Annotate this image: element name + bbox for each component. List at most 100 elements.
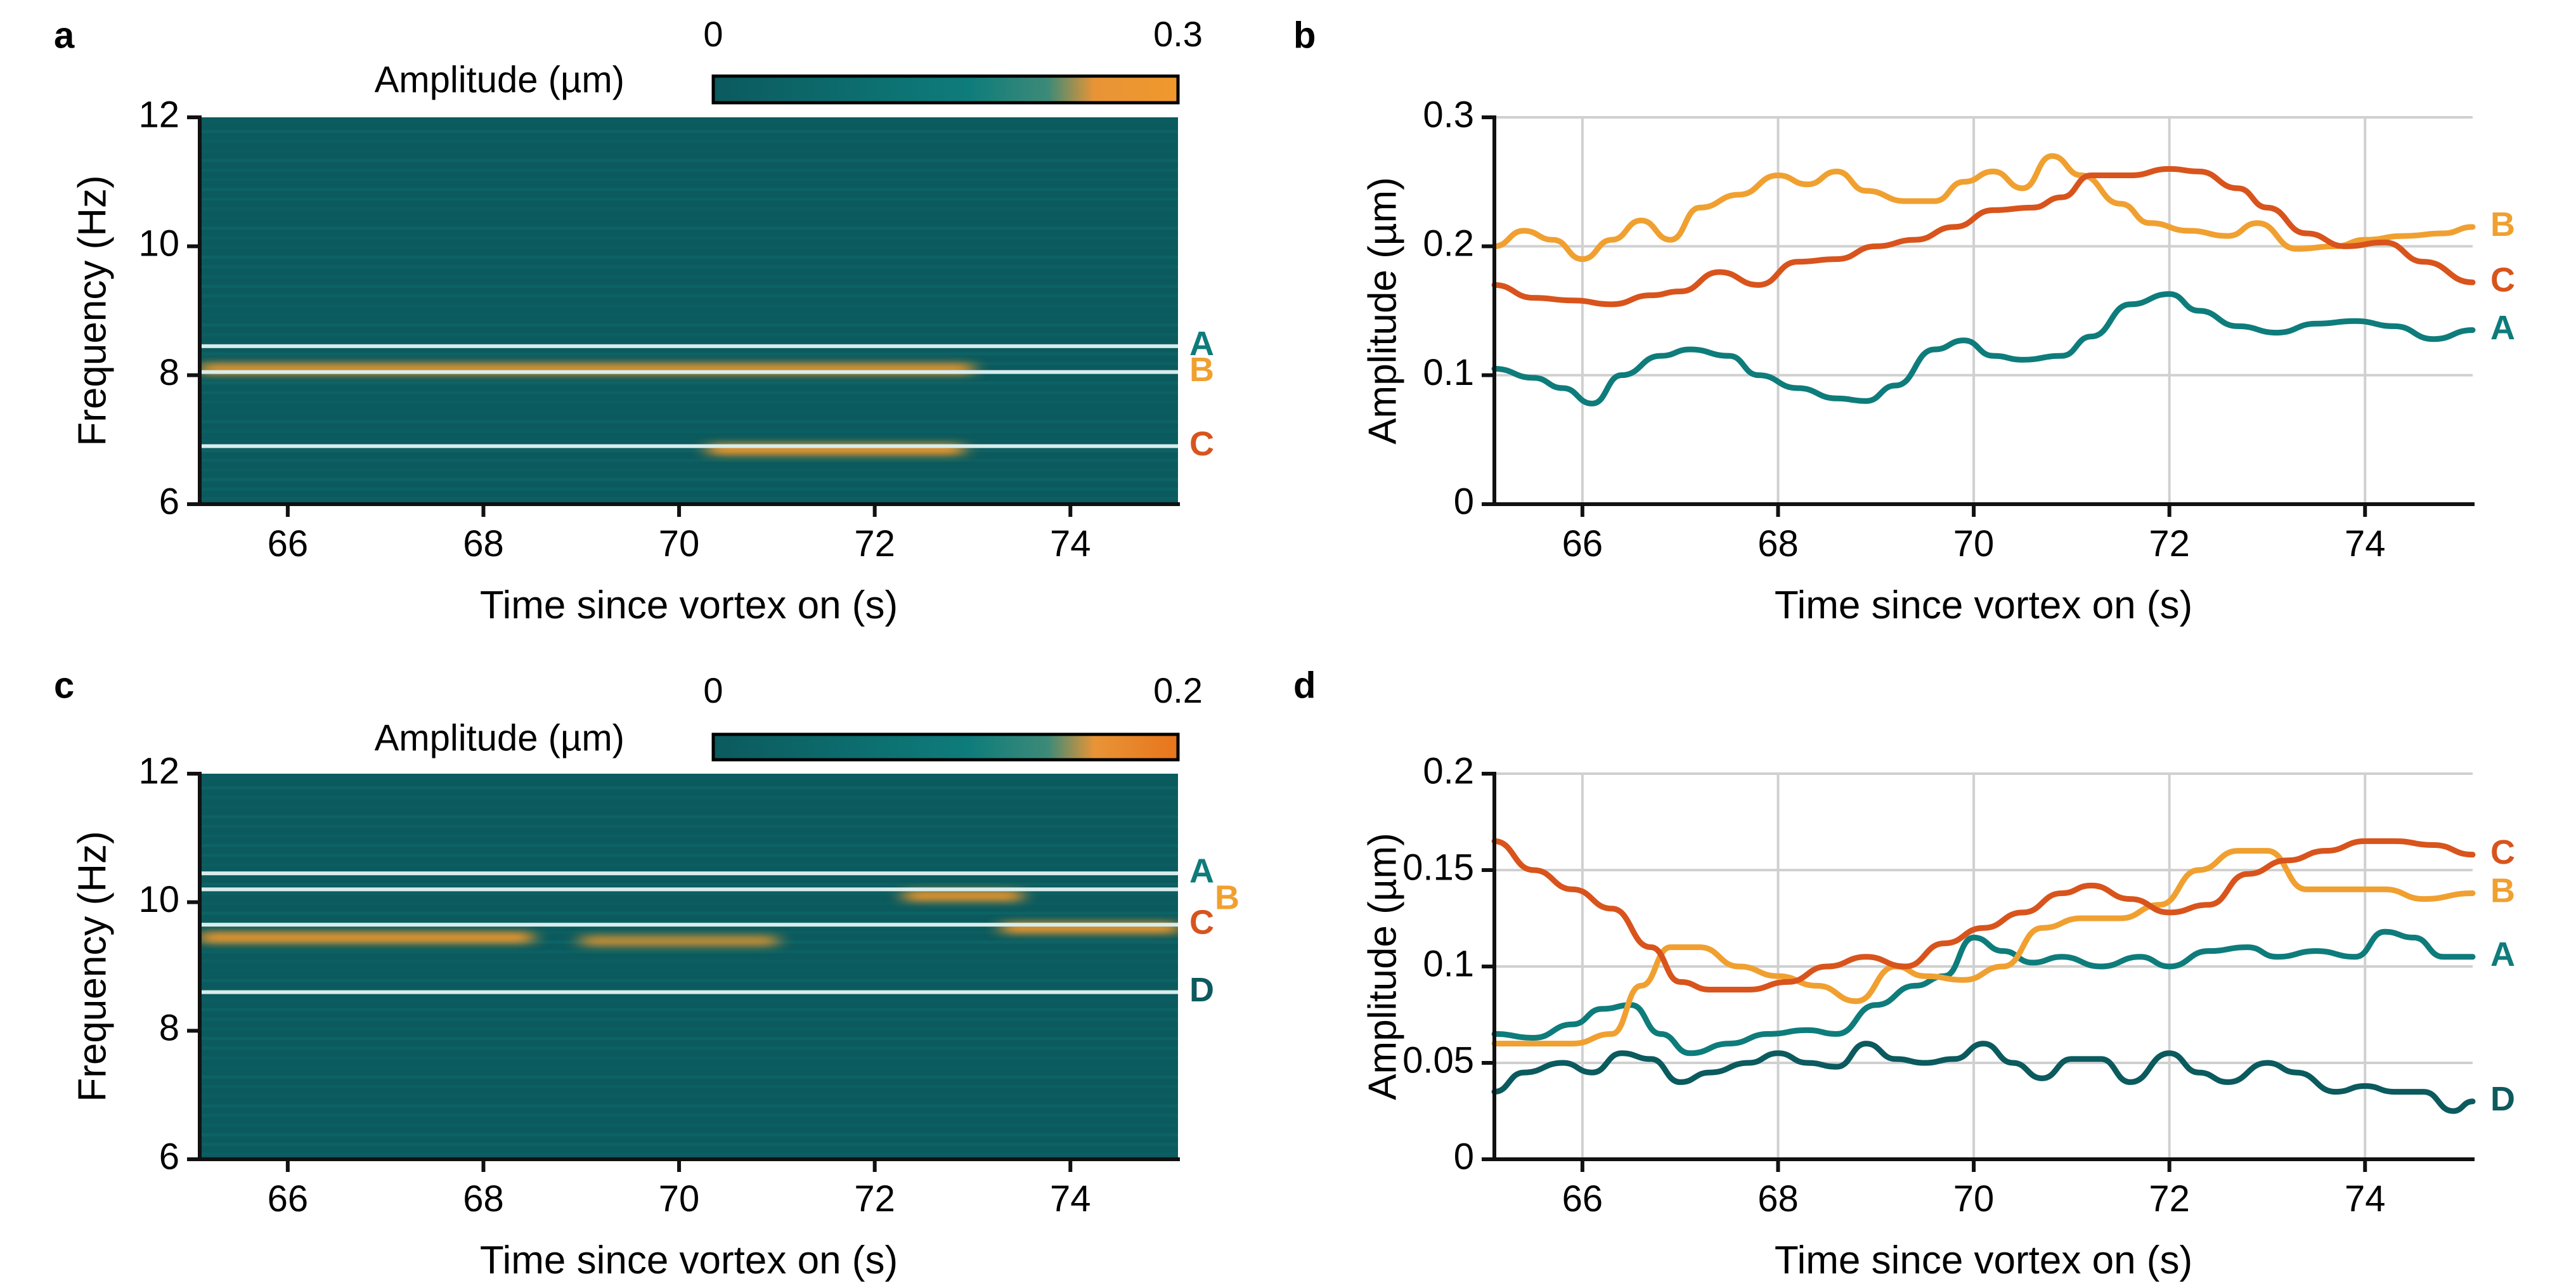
panel-d: d CBA D 66 68 70 72 74 0 0.05 0.1 0.15 0.2 Time since… — [1293, 665, 2515, 1282]
heatmap-texture-row — [200, 497, 1178, 501]
x-tick-label: 70 — [659, 1178, 700, 1220]
y-tick-label: 0.2 — [1423, 223, 1474, 264]
series-label-C: C — [2490, 261, 2515, 299]
heatmap-texture-row — [200, 959, 1178, 963]
heatmap-texture-row — [200, 1017, 1178, 1021]
heatmap-texture-row — [200, 275, 1178, 278]
x-tick-label: 68 — [463, 523, 504, 564]
x-tick-label: 74 — [2345, 1178, 2386, 1220]
y-tick-label: 0 — [1454, 481, 1474, 522]
heatmap-texture-row — [200, 1095, 1178, 1098]
heatmap-texture-row — [200, 1152, 1178, 1156]
heatmap-texture-row — [200, 1123, 1178, 1127]
heatmap-texture-row — [200, 796, 1178, 799]
heatmap-texture-row — [200, 304, 1178, 308]
y-axis-label: Amplitude (µm) — [1361, 833, 1404, 1100]
heatmap-texture-row — [200, 1075, 1178, 1079]
heatmap-texture-row — [200, 1143, 1178, 1147]
heatmap-texture-row — [200, 352, 1178, 356]
heatmap-mask-right — [1178, 774, 1216, 1159]
series-line-A — [1491, 928, 2476, 1057]
x-tick-label: 68 — [1757, 523, 1799, 564]
heatmap-hot-band — [903, 890, 1022, 902]
x-tick-label: 74 — [1050, 523, 1091, 564]
heatmap-background — [200, 117, 1178, 504]
panel-label-a: a — [54, 15, 75, 56]
y-tick-label: 10 — [138, 879, 179, 920]
heatmap-texture-row — [200, 930, 1178, 934]
x-tick-label: 70 — [1953, 1178, 1995, 1220]
heatmap-texture-row — [200, 168, 1178, 172]
y-tick-label: 12 — [138, 750, 179, 791]
x-tick-label: 72 — [854, 1178, 895, 1220]
heatmap-texture-row — [200, 381, 1178, 385]
heatmap-texture-row — [200, 245, 1178, 249]
heatmap-texture-row — [200, 1114, 1178, 1117]
panel-label-d: d — [1293, 665, 1316, 706]
y-axis-label: Amplitude (µm) — [1361, 177, 1404, 445]
panel-label-b: b — [1293, 15, 1316, 56]
colorbar — [711, 732, 1180, 762]
x-axis-label: Time since vortex on (s) — [1775, 583, 2192, 627]
y-tick-label: 0.05 — [1402, 1039, 1474, 1081]
y-tick-label: 8 — [159, 1008, 179, 1049]
heatmap-texture-row — [200, 294, 1178, 298]
y-tick-label: 0.15 — [1402, 847, 1474, 888]
heatmap-texture-row — [200, 969, 1178, 973]
heatmap-texture-row — [200, 342, 1178, 346]
heatmap-texture-row — [200, 882, 1178, 886]
heatmap-texture-row — [200, 1056, 1178, 1060]
heatmap-texture-row — [200, 149, 1178, 153]
y-tick-label: 10 — [138, 223, 179, 264]
panel-b: b BCA 66 68 70 72 74 0 0.1 0.2 0.3 Time since vorte… — [1293, 15, 2515, 627]
heatmap-texture-row — [200, 989, 1178, 992]
x-tick-label: 72 — [2149, 523, 2190, 564]
heatmap-texture-row — [200, 159, 1178, 162]
heatmap-texture-row — [200, 844, 1178, 847]
marker-label-B: B — [1189, 351, 1214, 389]
x-tick-label: 72 — [854, 523, 895, 564]
heatmap-texture-row — [200, 776, 1178, 780]
heatmap-texture-row — [200, 468, 1178, 472]
heatmap-texture-row — [200, 129, 1178, 133]
heatmap-mask-right — [1178, 117, 1216, 504]
series-label-A: A — [2490, 309, 2515, 347]
marker-label-C: C — [1189, 425, 1214, 463]
heatmap-texture-row — [200, 1085, 1178, 1088]
heatmap-texture-row — [200, 400, 1178, 404]
x-tick-label: 68 — [1757, 1178, 1799, 1220]
y-tick-label: 6 — [159, 481, 179, 522]
colorbar-min-label: 0 — [703, 670, 723, 710]
series-line-A — [1491, 291, 2476, 407]
x-axis-label: Time since vortex on (s) — [1775, 1239, 2192, 1282]
heatmap-texture-row — [200, 834, 1178, 838]
marker-label-A: A — [1189, 325, 1214, 363]
y-tick-label: 0.2 — [1423, 750, 1474, 791]
heatmap-texture-row — [200, 921, 1178, 925]
heatmap-texture-row — [200, 1065, 1178, 1069]
heatmap-mask-left — [149, 774, 200, 1159]
y-tick-label: 0.3 — [1423, 94, 1474, 135]
series-label-C: C — [2490, 833, 2515, 871]
colorbar-label: Amplitude (µm) — [375, 717, 625, 758]
colorbar-max-label: 0.3 — [1153, 14, 1203, 54]
y-axis-label: Frequency (Hz) — [70, 175, 114, 446]
heatmap-texture-row — [200, 449, 1178, 453]
heatmap-mask-left — [149, 117, 200, 504]
heatmap-texture-row — [200, 439, 1178, 443]
heatmap-texture-row — [200, 488, 1178, 491]
x-tick-label: 72 — [2149, 1178, 2190, 1220]
y-tick-label: 0.1 — [1423, 352, 1474, 393]
colorbar — [711, 74, 1180, 105]
marker-label-D: D — [1189, 971, 1214, 1009]
series-line-C — [1491, 166, 2476, 308]
x-tick-label: 66 — [1562, 523, 1603, 564]
y-tick-label: 12 — [138, 94, 179, 135]
colorbar-min-label: 0 — [703, 14, 723, 54]
x-axis-label: Time since vortex on (s) — [480, 1239, 898, 1282]
series-line-B — [1491, 848, 2476, 1047]
heatmap-texture-row — [200, 892, 1178, 895]
x-tick-label: 68 — [463, 1178, 504, 1220]
heatmap-texture-row — [200, 805, 1178, 809]
colorbar-max-label: 0.2 — [1153, 670, 1203, 710]
